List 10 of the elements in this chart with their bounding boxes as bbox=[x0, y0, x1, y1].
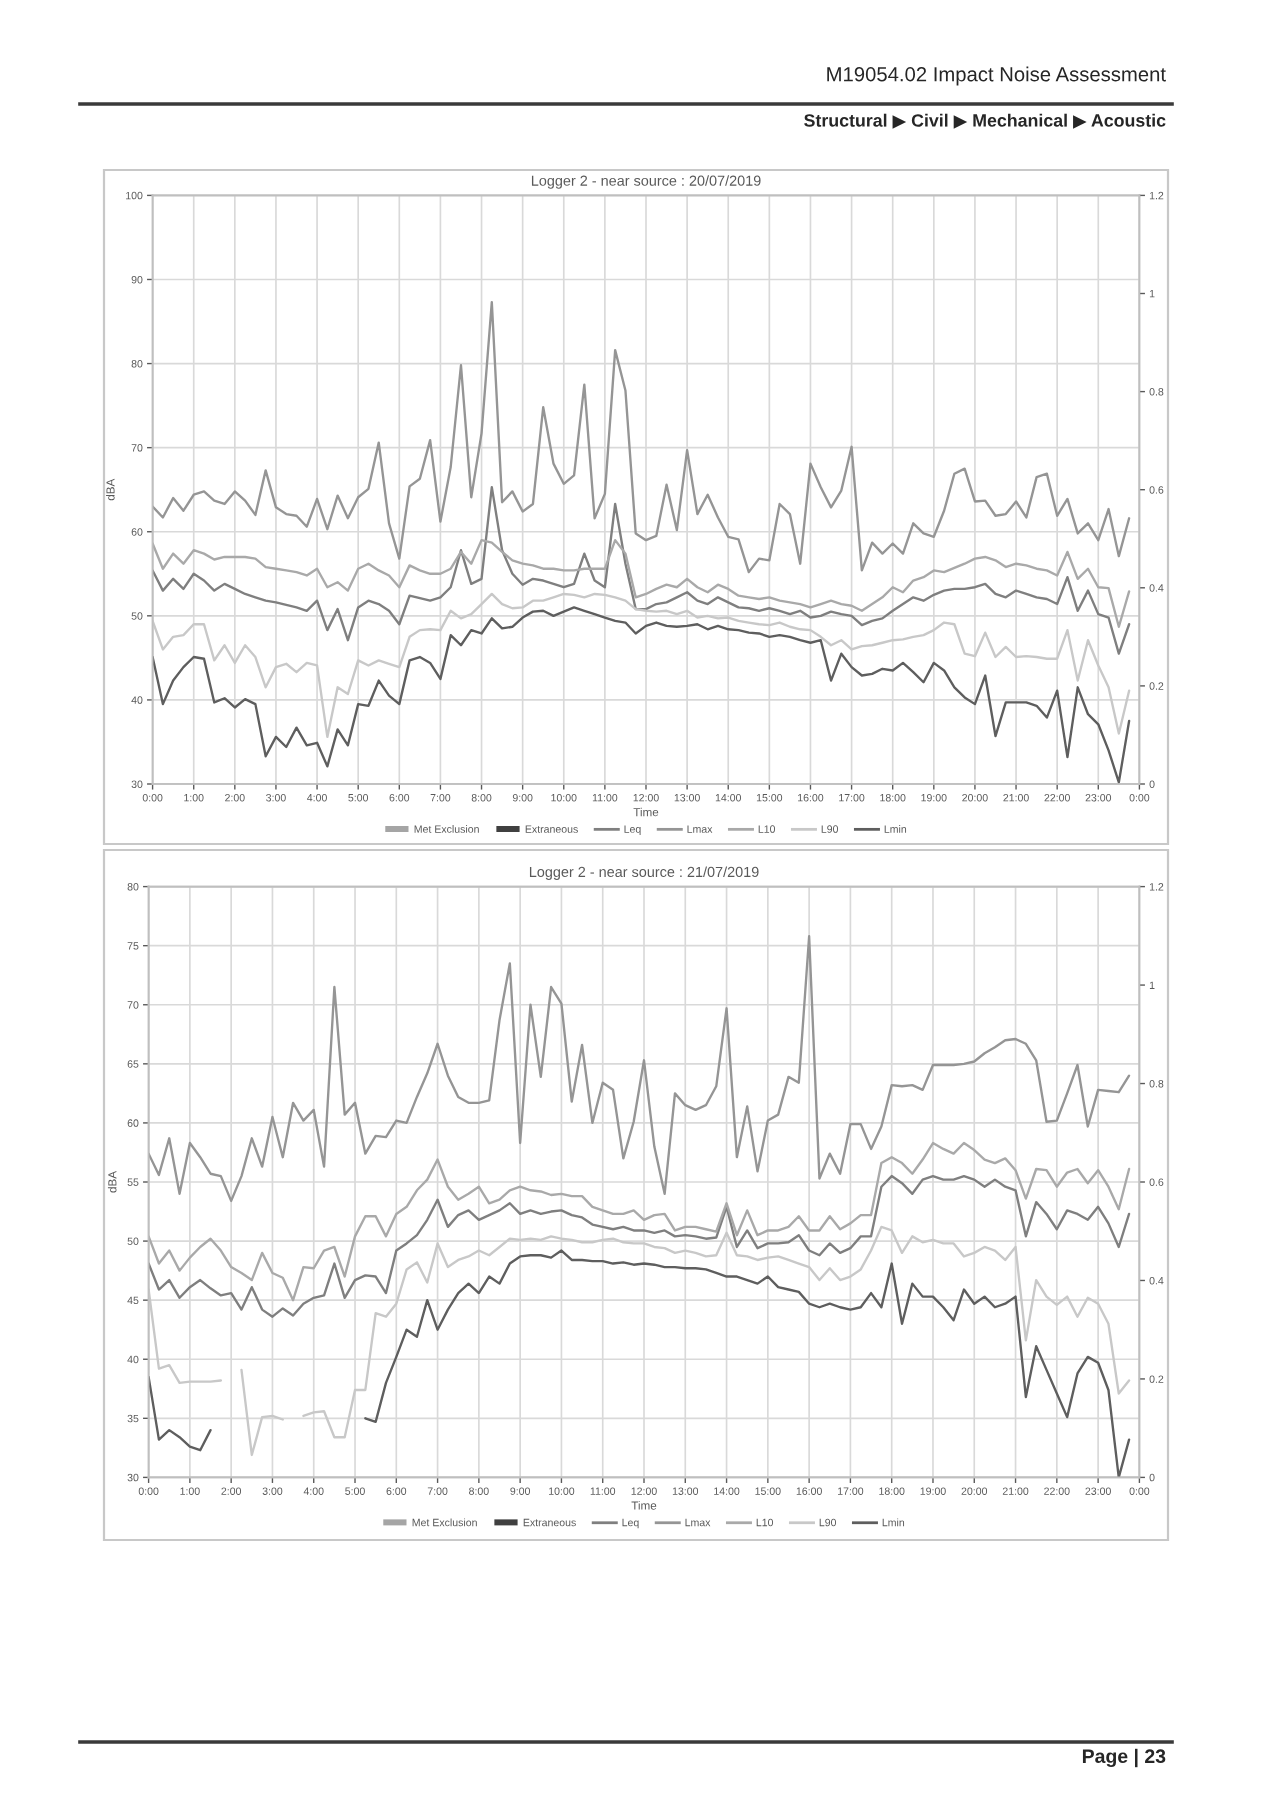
line-series bbox=[148, 1141, 1131, 1302]
line-series bbox=[152, 301, 1131, 574]
text: Page | 23 bbox=[1082, 1748, 1166, 1768]
line-series bbox=[152, 486, 1131, 655]
line-series bbox=[148, 935, 1131, 1203]
line-series bbox=[152, 606, 1131, 784]
line-series bbox=[152, 538, 1131, 628]
text: Structural ▶ Civil ▶ Mechanical ▶ Acoustic bbox=[804, 113, 1166, 129]
text: M19054.02 Impact Noise Assessment bbox=[827, 66, 1166, 86]
line-series bbox=[148, 1174, 1131, 1318]
